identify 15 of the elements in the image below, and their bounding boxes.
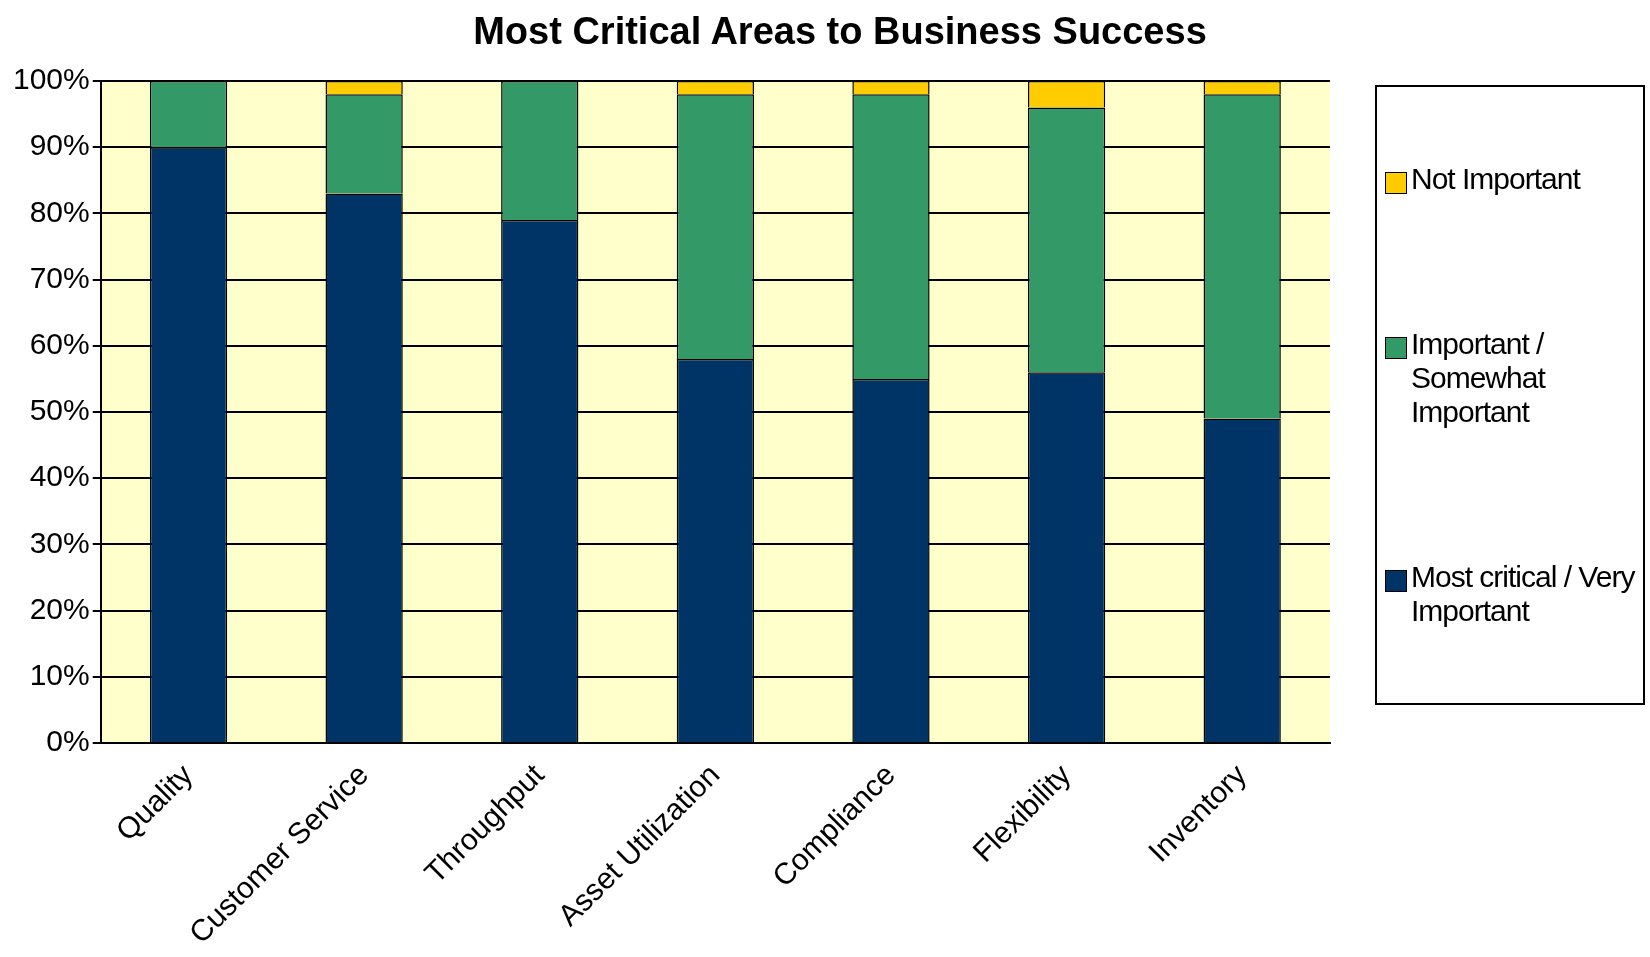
y-tick-label: 30% — [29, 525, 90, 559]
chart-title: Most Critical Areas to Business Success — [472, 10, 1208, 53]
y-tick-label: 60% — [29, 327, 90, 361]
legend-label: Important / Somewhat Important — [1411, 326, 1547, 429]
y-tick-label: 0% — [46, 724, 90, 758]
legend-label: Most critical / Very Important — [1411, 559, 1635, 628]
y-tick-label: 90% — [29, 128, 90, 162]
legend-label: Not Important — [1411, 162, 1580, 197]
y-tick-label: 10% — [29, 658, 90, 692]
y-tick-label: 80% — [29, 194, 90, 228]
y-tick-label: 50% — [29, 393, 90, 427]
y-tick-label: 100% — [12, 62, 90, 96]
y-tick-label: 70% — [29, 260, 90, 294]
y-tick-label: 20% — [29, 591, 90, 625]
y-tick-label: 40% — [29, 459, 90, 493]
